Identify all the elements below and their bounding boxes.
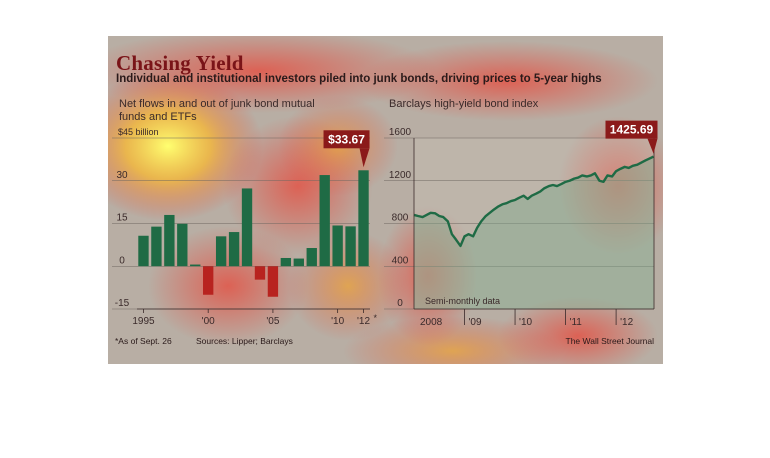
flows-bar [332,225,343,267]
flows-bar [358,170,369,267]
flows-bar [215,236,227,267]
index-y-tick-label: 1600 [389,127,412,138]
flows-y-tick-label: 0 [119,255,125,266]
flows-bar [151,226,162,267]
flows-bar [345,226,356,267]
index-y-tick-label: 1200 [389,170,412,181]
flows-bar [203,266,214,295]
flows-bar [190,264,201,267]
flows-x-tick-label: '12 [357,316,370,327]
flows-y-tick-label: 15 [116,213,128,224]
sources: Sources: Lipper; Barclays [196,336,293,346]
flows-bar [319,175,330,267]
flows-bar [138,235,149,267]
flows-callout-pointer [359,148,370,168]
index-chart-title: Barclays high-yield bond index [389,98,539,110]
flows-callout-box [323,130,370,149]
flows-bar [254,266,266,280]
flows-bar [177,223,188,267]
footnote: *As of Sept. 26 [115,336,172,346]
index-y-tick-label: 800 [392,213,409,224]
flows-y-tick-label: 30 [116,170,128,181]
flows-x-tick-label: 1995 [132,316,155,327]
index-callout-label: 1425.69 [610,123,654,137]
flows-bar [267,266,279,297]
flows-bar-chart: -15 0 15 30 $45 billion 1995 '00 '05 '10 '12 * $33.… [112,127,378,327]
figure-subtitle: Individual and institutional investors p… [116,73,602,85]
index-y-tick-label: 400 [392,255,409,266]
flows-x-tick-label: '10 [331,316,344,327]
flows-bar [164,214,175,267]
index-x-tick-label: '11 [570,317,583,328]
flows-y-unit-label: $45 billion [118,127,159,137]
flows-bar [306,248,317,267]
index-series-line [413,155,655,248]
flows-bar [280,257,292,267]
index-x-tick-label: '09 [469,317,482,328]
credit: The Wall Street Journal [565,336,655,346]
index-callout-pointer [647,138,658,154]
flows-x-tick-label: '00 [202,316,215,327]
flows-footnote-marker: * [374,313,378,323]
flows-x-tick-label: '05 [266,316,279,327]
chart-figure: Chasing Yield Individual and institution… [108,36,663,364]
index-x-tick-label: '10 [519,317,532,328]
index-annotation: Semi-monthly data [425,296,500,306]
index-x-tick-label: '12 [620,317,633,328]
figure-title: Chasing Yield [116,51,244,75]
index-y-tick-label: 0 [397,298,403,309]
index-callout-box [605,120,658,139]
index-x-tick-label: 2008 [420,317,443,328]
flows-bar [293,258,304,267]
flows-chart-title: Net flows in and out of junk bond mutual… [119,98,315,123]
flows-bar [241,188,253,267]
flows-callout-label: $33.67 [328,132,365,146]
index-area-fill [414,156,654,309]
flows-bar [228,232,240,267]
flows-y-tick-label: -15 [115,298,130,309]
index-area-chart: 0 400 800 1200 1600 2008 '09 '10 '11 '12 Semi-mont… [384,120,658,328]
